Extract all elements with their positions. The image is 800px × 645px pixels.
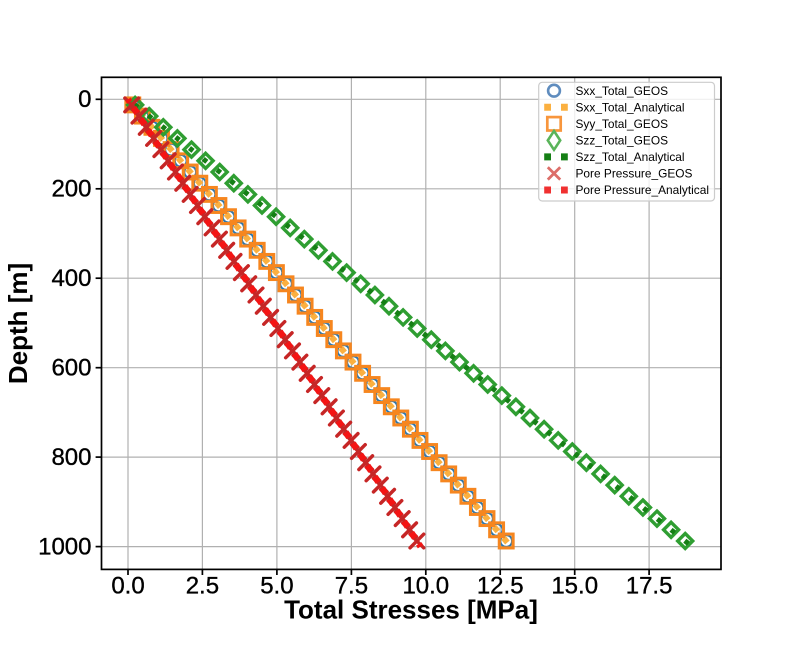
svg-text:0.0: 0.0 [111,573,144,600]
svg-text:Pore Pressure_GEOS: Pore Pressure_GEOS [576,167,693,181]
svg-text:17.5: 17.5 [626,573,673,600]
svg-text:Syy_Total_GEOS: Syy_Total_GEOS [576,117,669,131]
svg-text:15.0: 15.0 [551,573,598,600]
svg-text:2.5: 2.5 [186,573,219,600]
svg-text:Szz_Total_GEOS: Szz_Total_GEOS [576,134,669,148]
svg-text:Depth [m]: Depth [m] [3,263,33,384]
svg-text:12.5: 12.5 [477,573,524,600]
svg-text:800: 800 [51,444,91,471]
svg-text:Sxx_Total_GEOS: Sxx_Total_GEOS [576,84,669,98]
svg-text:600: 600 [51,355,91,382]
svg-text:Szz_Total_Analytical: Szz_Total_Analytical [576,150,685,164]
svg-text:200: 200 [51,176,91,203]
svg-text:400: 400 [51,265,91,292]
svg-text:0: 0 [78,86,91,113]
svg-text:7.5: 7.5 [335,573,368,600]
svg-text:5.0: 5.0 [260,573,293,600]
svg-text:Pore Pressure_Analytical: Pore Pressure_Analytical [576,183,710,197]
svg-text:1000: 1000 [38,534,91,561]
svg-text:Sxx_Total_Analytical: Sxx_Total_Analytical [576,101,685,115]
svg-text:10.0: 10.0 [402,573,449,600]
svg-text:Total Stresses [MPa]: Total Stresses [MPa] [284,595,538,625]
